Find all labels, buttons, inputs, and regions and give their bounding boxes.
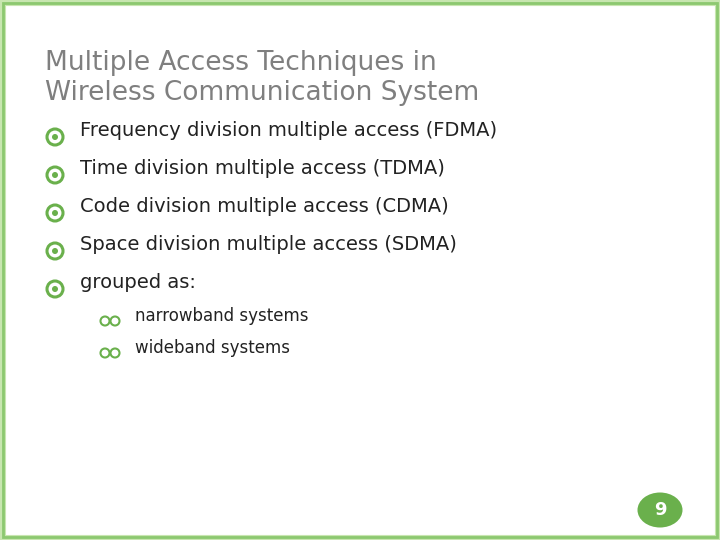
Circle shape <box>52 210 58 216</box>
Circle shape <box>52 248 58 254</box>
Circle shape <box>52 172 58 178</box>
Text: narrowband systems: narrowband systems <box>135 307 308 325</box>
Text: grouped as:: grouped as: <box>80 273 196 292</box>
Circle shape <box>47 129 63 145</box>
Circle shape <box>47 167 63 183</box>
Text: Space division multiple access (SDMA): Space division multiple access (SDMA) <box>80 235 457 254</box>
Text: wideband systems: wideband systems <box>135 339 290 357</box>
Text: Code division multiple access (CDMA): Code division multiple access (CDMA) <box>80 197 449 216</box>
Circle shape <box>47 281 63 297</box>
Ellipse shape <box>637 492 683 528</box>
Text: Wireless Communication System: Wireless Communication System <box>45 80 480 106</box>
Text: Frequency division multiple access (FDMA): Frequency division multiple access (FDMA… <box>80 121 497 140</box>
Text: 9: 9 <box>654 501 666 519</box>
Circle shape <box>47 205 63 221</box>
Circle shape <box>52 286 58 292</box>
Circle shape <box>52 134 58 140</box>
Text: Multiple Access Techniques in: Multiple Access Techniques in <box>45 50 437 76</box>
Text: Time division multiple access (TDMA): Time division multiple access (TDMA) <box>80 159 445 178</box>
Circle shape <box>47 243 63 259</box>
